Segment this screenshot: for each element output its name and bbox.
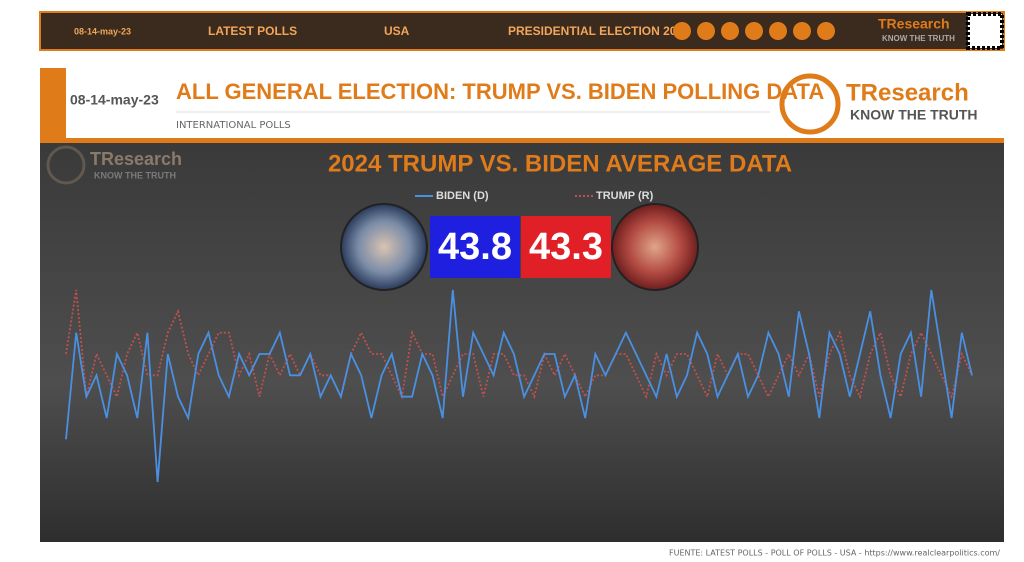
header-title: ALL GENERAL ELECTION: TRUMP VS. BIDEN PO… [176,79,824,104]
top-item[interactable]: PRESIDENTIAL ELECTION 2024 [508,24,690,38]
header-tagline: KNOW THE TRUTH [850,107,978,123]
top-tagline: KNOW THE TRUTH [882,34,955,43]
top-brand: TResearch [878,16,950,32]
footer-source: FUENTE: LATEST POLLS - POLL OF POLLS - U… [669,549,1000,558]
biden-photo [340,203,428,291]
average-value: 43.3 [529,226,603,268]
watermark-tagline: KNOW THE TRUTH [94,170,176,180]
logo [779,73,841,135]
watermark-brand: TResearch [90,149,182,169]
header-date: 08-14-may-23 [70,92,159,108]
qr-code [966,12,1004,50]
average-value: 43.8 [438,226,512,268]
average-box [430,216,520,278]
header-brand: TResearch [846,79,969,106]
top-item[interactable]: LATEST POLLS [208,24,297,38]
trump-photo [611,203,699,291]
average-box [521,216,611,278]
top-item[interactable]: USA [384,24,410,38]
header-rule [40,138,1004,143]
chart-title: 2024 TRUMP VS. BIDEN AVERAGE DATA [328,150,792,177]
top-date: 08-14-may-23 [74,26,131,36]
header-subtitle: INTERNATIONAL POLLS [176,120,291,131]
social-icons [673,22,835,40]
header-accent [40,68,66,142]
legend-label: BIDEN (D) [436,190,489,202]
chart-panel [40,143,1004,542]
series-line [65,289,973,400]
legend-label: TRUMP (R) [596,190,654,202]
watermark-logo [46,145,86,185]
header [40,68,1004,142]
series-line [65,289,973,483]
top-bar [39,11,1005,51]
